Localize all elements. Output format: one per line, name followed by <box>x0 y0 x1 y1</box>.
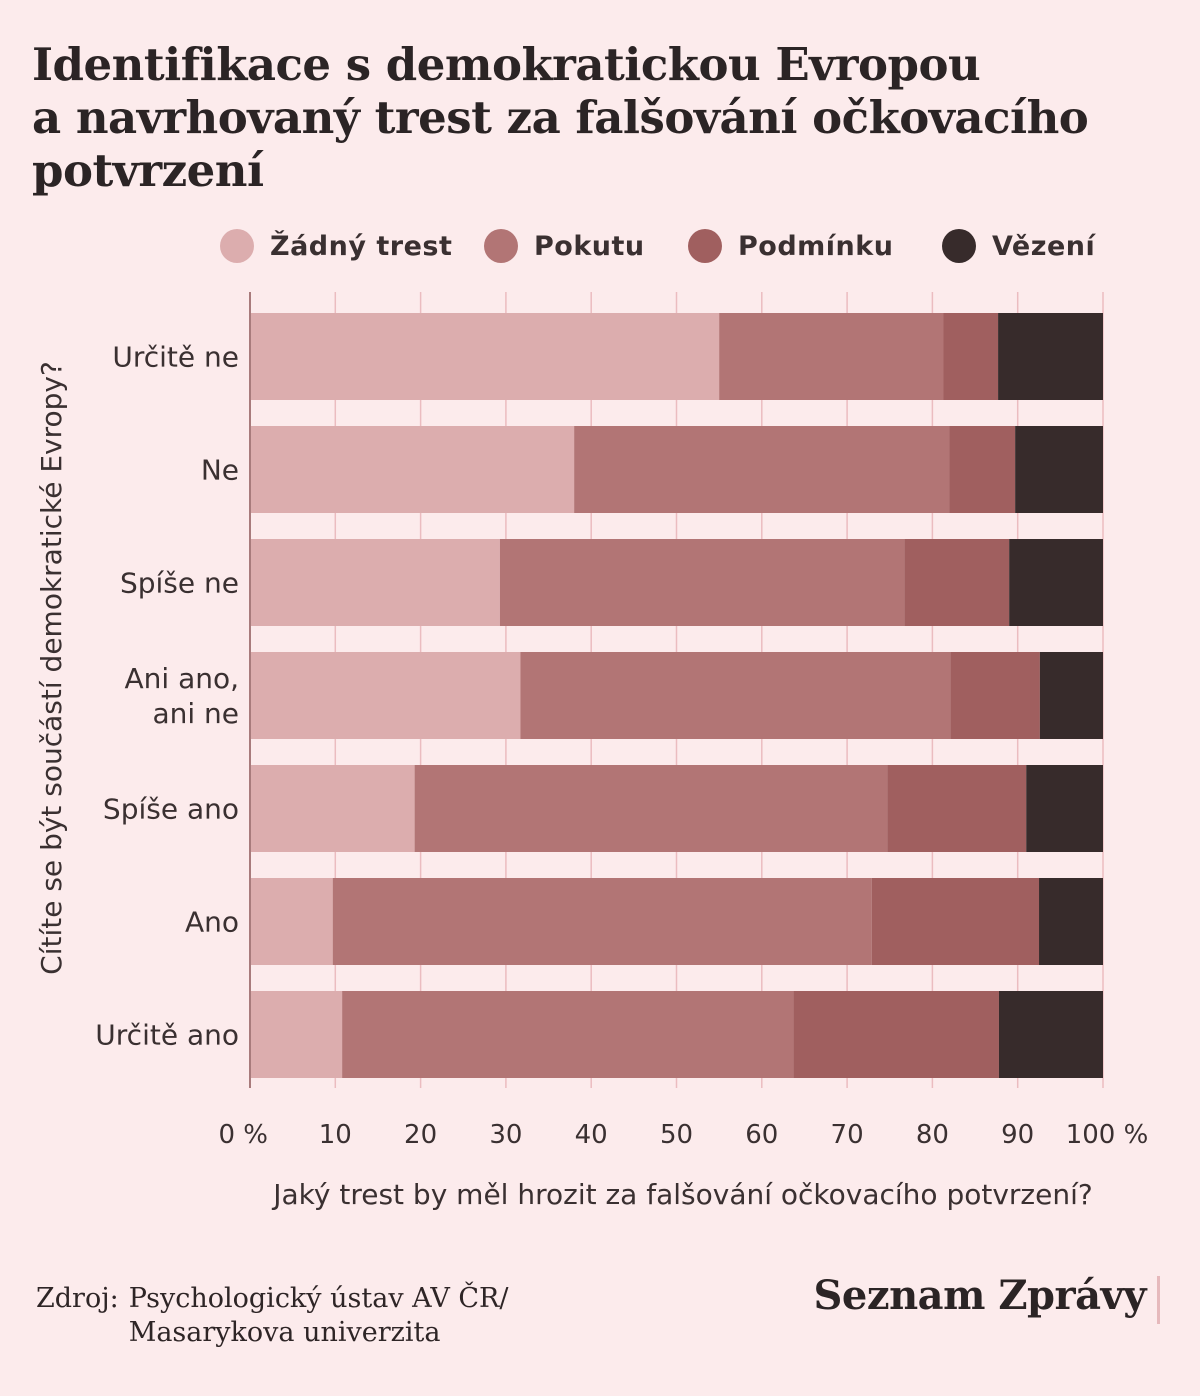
bar-podminku-3 <box>950 652 1040 739</box>
x-tick-label-8: 80 <box>916 1120 949 1150</box>
bar-podminku-2 <box>904 539 1010 626</box>
brand-accent-bar <box>1157 1276 1160 1324</box>
bar-pokutu-1 <box>574 426 950 513</box>
bar-podminku-0 <box>943 313 999 400</box>
legend-item-pokutu: Pokutu <box>484 226 645 266</box>
stacked-bar-chart: Určitě ne Ne Spíše ne Ani ano,ani ne Spíše a… <box>35 292 1149 1211</box>
source-note: Zdroj: Psychologický ústav AV ČR/ Masary… <box>36 1282 508 1350</box>
bar-pokutu-2 <box>499 539 905 626</box>
bar-vezeni-1 <box>1015 426 1103 513</box>
x-tick-label-7: 70 <box>831 1120 864 1150</box>
x-tick-label-9: 90 <box>1001 1120 1034 1150</box>
category-label-6: Určitě ano <box>95 1019 239 1052</box>
bar-zadny-trest-3 <box>250 652 521 739</box>
bar-vezeni-0 <box>998 313 1103 400</box>
bar-zadny-trest-4 <box>250 765 415 852</box>
x-axis-title: Jaký trest by měl hrozit za falšování oč… <box>271 1178 1092 1211</box>
bar-pokutu-5 <box>332 878 872 965</box>
bar-pokutu-0 <box>719 313 944 400</box>
bar-vezeni-2 <box>1009 539 1103 626</box>
bar-podminku-1 <box>949 426 1016 513</box>
bar-zadny-trest-6 <box>250 991 343 1078</box>
legend-item-zadny-trest: Žádný trest <box>220 226 452 266</box>
legend-item-vezeni: Vězení <box>942 226 1095 266</box>
x-tick-label-2: 20 <box>404 1120 437 1150</box>
category-label-5: Ano <box>185 906 239 939</box>
y-axis-title: Cítíte se být součástí demokratické Evro… <box>35 361 68 975</box>
bar-vezeni-4 <box>1026 765 1103 852</box>
source-line-1: Psychologický ústav AV ČR/ <box>128 1283 509 1314</box>
bar-pokutu-4 <box>414 765 888 852</box>
bar-podminku-5 <box>871 878 1040 965</box>
bar-zadny-trest-2 <box>250 539 500 626</box>
bar-zadny-trest-0 <box>250 313 720 400</box>
title-line-2: a navrhovaný trest za falšování očkovací… <box>32 91 1089 144</box>
category-label-3-line-0: Ani ano, <box>124 662 239 695</box>
bar-podminku-4 <box>887 765 1027 852</box>
legend-swatch-vezeni <box>942 229 976 263</box>
legend-label-zadny-trest: Žádný trest <box>270 230 453 262</box>
legend: Žádný trest Pokutu Podmínku Vězení <box>0 226 1200 266</box>
bar-zadny-trest-1 <box>250 426 575 513</box>
source-line-2: Masarykova univerzita <box>128 1317 441 1348</box>
bar-vezeni-3 <box>1039 652 1103 739</box>
bar-podminku-6 <box>793 991 999 1078</box>
bar-vezeni-5 <box>1039 878 1103 965</box>
legend-label-podminku: Podmínku <box>738 230 894 262</box>
category-label-0: Určitě ne <box>112 341 239 374</box>
chart-title: Identifikace s demokratickou Evropou a n… <box>32 38 1152 197</box>
brand-logo: Seznam Zprávy <box>813 1272 1147 1319</box>
legend-swatch-zadny-trest <box>220 229 254 263</box>
x-tick-label-5: 50 <box>660 1120 693 1150</box>
bar-zadny-trest-5 <box>250 878 333 965</box>
x-tick-label-1: 10 <box>319 1120 352 1150</box>
title-line-3: potvrzení <box>32 144 264 197</box>
legend-item-podminku: Podmínku <box>688 226 893 266</box>
x-tick-label-3: 30 <box>489 1120 522 1150</box>
source-text: Psychologický ústav AV ČR/ Masarykova un… <box>129 1282 509 1350</box>
x-tick-label-4: 40 <box>575 1120 608 1150</box>
category-label-2: Spíše ne <box>120 567 239 600</box>
x-tick-label-10: 100 % <box>1066 1120 1149 1150</box>
bar-vezeni-6 <box>998 991 1103 1078</box>
x-tick-label-0: 0 % <box>218 1120 268 1150</box>
legend-label-vezeni: Vězení <box>992 230 1096 262</box>
category-label-3-line-1: ani ne <box>152 697 239 730</box>
bar-pokutu-3 <box>520 652 951 739</box>
legend-swatch-podminku <box>688 229 722 263</box>
category-label-4: Spíše ano <box>103 793 239 826</box>
legend-swatch-pokutu <box>484 229 518 263</box>
source-label: Zdroj: <box>36 1283 119 1314</box>
title-line-1: Identifikace s demokratickou Evropou <box>32 38 981 91</box>
category-label-1: Ne <box>201 454 239 487</box>
bar-pokutu-6 <box>342 991 794 1078</box>
x-tick-label-6: 60 <box>745 1120 778 1150</box>
legend-label-pokutu: Pokutu <box>534 230 645 262</box>
